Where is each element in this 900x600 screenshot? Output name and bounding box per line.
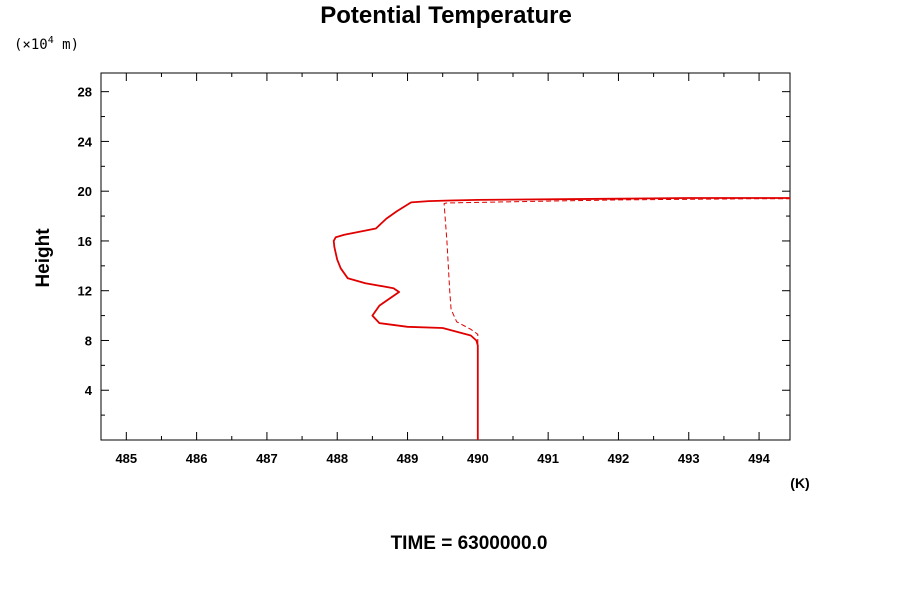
x-tick-label: 494: [748, 451, 770, 466]
series-line-dashed: [443, 198, 790, 440]
x-axis-tick-labels: 485 486 487 488 489 490 491 492 493 494: [115, 451, 770, 466]
y-tick-label: 4: [85, 383, 93, 398]
x-tick-label: 485: [115, 451, 137, 466]
y-unit-prefix: (×10: [14, 37, 48, 53]
x-tick-label: 487: [256, 451, 278, 466]
y-axis-tick-labels: 4 8 12 16 20 24 28: [78, 85, 93, 399]
series-layer: [332, 197, 790, 440]
x-tick-label: 486: [186, 451, 208, 466]
y-tick-label: 12: [78, 284, 92, 299]
y-tick-label: 20: [78, 184, 92, 199]
chart-title: Potential Temperature: [320, 2, 572, 29]
x-axis-ticks: [125, 73, 760, 440]
y-unit-suffix: m): [54, 37, 79, 53]
y-tick-label: 8: [85, 333, 92, 348]
series-line-solid: [332, 197, 790, 440]
x-tick-label: 488: [326, 451, 348, 466]
plot-frame: [100, 72, 791, 441]
x-tick-label: 491: [537, 451, 559, 466]
x-unit-label: (K): [790, 475, 809, 491]
y-tick-label: 28: [78, 85, 92, 100]
x-tick-label: 489: [397, 451, 419, 466]
y-tick-label: 24: [78, 134, 93, 149]
x-tick-label: 492: [608, 451, 630, 466]
y-tick-label: 16: [78, 234, 92, 249]
y-unit-label: (×104 m): [14, 35, 79, 53]
time-label: TIME = 6300000.0: [391, 533, 548, 554]
x-tick-label: 490: [467, 451, 489, 466]
y-axis-ticks: [101, 91, 790, 416]
x-tick-label: 493: [678, 451, 700, 466]
y-unit-exponent: 4: [48, 35, 54, 46]
y-axis-label: Height: [33, 228, 54, 288]
